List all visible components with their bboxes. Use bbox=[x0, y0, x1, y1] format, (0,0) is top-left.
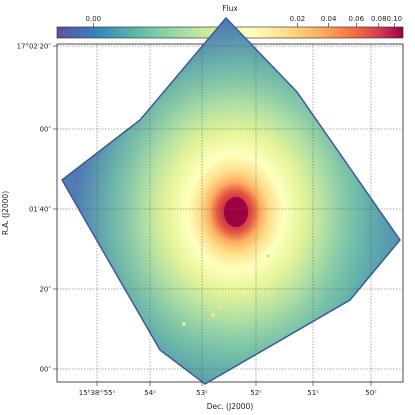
source-point-5 bbox=[266, 254, 270, 258]
grid bbox=[57, 44, 403, 382]
colorbar-tick-label: 0.02 bbox=[290, 15, 306, 23]
source-point-4 bbox=[146, 236, 150, 240]
y-tick-label: 17°02′20″ bbox=[17, 43, 52, 51]
y-tick-label: 00″ bbox=[39, 366, 51, 374]
x-tick-label: 51ˢ bbox=[307, 389, 319, 397]
y-axis: 17°02′20″ 00″ 01′40″ 20″ 00″ bbox=[17, 43, 57, 374]
colorbar-ticks: 0.00 0.02 0.04 0.06 0.08 0.10 bbox=[86, 15, 403, 27]
x-tick-label: 50ˢ bbox=[365, 389, 377, 397]
colorbar-tick-label: 0.04 bbox=[321, 15, 337, 23]
x-axis: 15ʰ38ᵐ55ˢ 54ˢ 53ˢ 52ˢ 51ˢ 50ˢ bbox=[79, 382, 377, 397]
y-axis-title: R.A. (J2000) bbox=[1, 191, 10, 235]
galaxy-bulge bbox=[224, 197, 248, 227]
y-tick-label: 01′40″ bbox=[29, 206, 51, 214]
colorbar-tick-label: 0.08 bbox=[371, 15, 387, 23]
source-point-3 bbox=[182, 322, 186, 326]
image-edge bbox=[61, 16, 401, 385]
x-tick-label: 52ˢ bbox=[250, 389, 262, 397]
x-axis-title: Dec. (J2000) bbox=[207, 402, 254, 411]
x-tick-label: 54ˢ bbox=[144, 389, 156, 397]
y-tick-label: 20″ bbox=[39, 286, 51, 294]
colorbar-tick-label: 0.00 bbox=[86, 15, 102, 23]
colorbar-tick-label: 0.10 bbox=[387, 15, 403, 23]
plot-area bbox=[56, 16, 404, 385]
x-tick-label: 53ˢ bbox=[196, 389, 208, 397]
y-tick-label: 00″ bbox=[39, 126, 51, 134]
source-point-1 bbox=[216, 304, 222, 310]
source-point-2 bbox=[211, 313, 215, 317]
colorbar-label: Flux bbox=[222, 4, 238, 13]
colorbar-tick-label: 0.06 bbox=[348, 15, 364, 23]
x-tick-label: 15ʰ38ᵐ55ˢ bbox=[79, 389, 116, 397]
